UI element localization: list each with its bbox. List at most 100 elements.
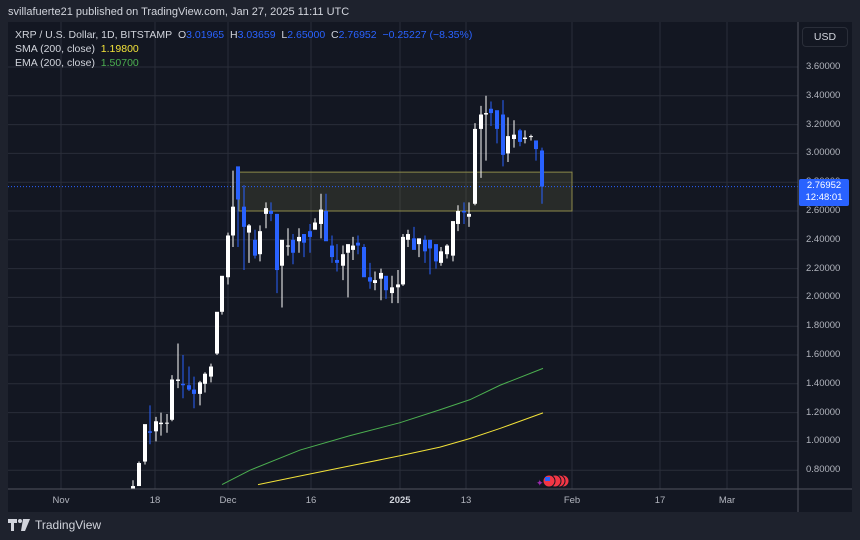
price-tick-label: 2.40000 — [806, 233, 841, 245]
price-tick-label: 1.40000 — [806, 377, 841, 389]
time-tick-label: 18 — [149, 495, 161, 506]
svg-text:✦: ✦ — [536, 478, 544, 488]
last-price-tag: 2.76952 12:48:01 — [799, 179, 849, 206]
candle-body — [258, 231, 262, 255]
candle-body — [226, 235, 230, 278]
symbol-title[interactable]: XRP / U.S. Dollar, 1D, BITSTAMP — [15, 29, 173, 41]
candle-body — [489, 108, 493, 114]
sma-line — [257, 412, 544, 486]
time-tick-label: Dec — [219, 495, 237, 506]
candle-body — [406, 234, 410, 240]
price-tick-label: 3.00000 — [806, 147, 841, 159]
candle-body — [434, 244, 438, 262]
candle-body — [445, 245, 449, 255]
ema-row[interactable]: EMA (200, close) 1.50700 — [15, 57, 139, 69]
sma-row[interactable]: SMA (200, close) 1.19800 — [15, 43, 139, 55]
candle-body — [198, 382, 202, 394]
candle-body — [231, 206, 235, 236]
candle-body — [341, 254, 345, 266]
candle-body — [143, 424, 147, 462]
candle-body — [236, 166, 240, 200]
candle-body — [401, 236, 405, 285]
candle-body — [439, 251, 443, 263]
tradingview-logo-icon — [8, 519, 30, 531]
price-tick-label: 1.20000 — [806, 406, 841, 418]
candle-body — [302, 234, 306, 243]
candle-body — [428, 239, 432, 249]
candle-body — [286, 245, 290, 247]
candle-body — [275, 213, 279, 271]
candle-body — [456, 211, 460, 224]
candle-body — [297, 236, 301, 242]
change-value: −0.25227 (−8.35%) — [382, 29, 473, 41]
price-tick-label: 3.40000 — [806, 89, 841, 101]
price-tick-label: 2.60000 — [806, 205, 841, 216]
price-tick-label: 0.80000 — [806, 464, 841, 476]
time-tick-label: 16 — [305, 495, 317, 506]
candle-body — [423, 239, 427, 252]
candle-body — [154, 421, 158, 432]
candle-body — [346, 244, 350, 253]
candle-body — [501, 114, 505, 155]
economic-events-icon: ✦ — [536, 474, 570, 488]
candle-body — [362, 247, 366, 278]
candle-body — [192, 389, 196, 394]
currency-button[interactable]: USD — [802, 27, 848, 47]
candle-body — [495, 110, 499, 129]
brand-name: TradingView — [35, 518, 102, 532]
chart-legend: XRP / U.S. Dollar, 1D, BITSTAMP O3.01965… — [15, 28, 472, 70]
candle-body — [462, 211, 466, 213]
close-value: 2.76952 — [338, 29, 377, 41]
price-tick-label: 3.20000 — [806, 118, 841, 130]
candle-body — [351, 245, 355, 250]
candle-body — [473, 128, 477, 204]
candle-body — [242, 206, 246, 227]
candle-body — [356, 242, 360, 246]
low-value: 2.65000 — [287, 29, 326, 41]
candle-body — [417, 238, 421, 245]
time-tick-label: 2025 — [389, 495, 411, 506]
candle-body — [120, 506, 124, 513]
candle-body — [247, 225, 251, 233]
price-tick-label: 2.20000 — [806, 262, 841, 274]
candle-body — [368, 277, 372, 282]
candle-body — [467, 213, 471, 217]
candle-body — [203, 373, 207, 384]
candle-body — [479, 114, 483, 129]
publish-info: svillafuerte21 published on TradingView.… — [8, 6, 350, 18]
candle-body — [280, 239, 284, 266]
candle-body — [137, 463, 141, 487]
price-tick-label: 3.60000 — [806, 61, 841, 72]
time-tick-label: Nov — [52, 495, 70, 506]
open-value: 3.01965 — [186, 29, 225, 41]
price-tick-label: 1.00000 — [806, 435, 841, 447]
sma-value: 1.19800 — [100, 43, 139, 55]
candle-body — [534, 140, 538, 150]
candle-body — [313, 222, 317, 230]
candle-body — [215, 311, 219, 354]
candle-body — [165, 422, 169, 424]
candle-body — [330, 245, 334, 258]
candle-body — [131, 486, 135, 489]
candle-body — [170, 379, 174, 420]
candle-body — [126, 508, 130, 511]
price-tick-label: 1.60000 — [806, 349, 841, 360]
candle-body — [540, 150, 544, 187]
candle-body — [412, 238, 416, 250]
candle-body — [512, 134, 516, 139]
candle-body — [176, 379, 180, 381]
tradingview-logo[interactable]: TradingView — [8, 518, 101, 532]
candle-body — [308, 231, 312, 237]
candle-body — [148, 431, 152, 433]
candle-body — [484, 113, 488, 115]
time-tick-label: Feb — [563, 495, 581, 506]
candle-body — [159, 422, 163, 425]
price-tick-label: 2.00000 — [806, 291, 841, 303]
candle-body — [209, 366, 213, 377]
candle-body — [451, 221, 455, 256]
candle-body — [373, 280, 377, 283]
ema-value: 1.50700 — [100, 57, 139, 69]
candle-body — [384, 275, 388, 291]
candle-body — [319, 209, 323, 224]
